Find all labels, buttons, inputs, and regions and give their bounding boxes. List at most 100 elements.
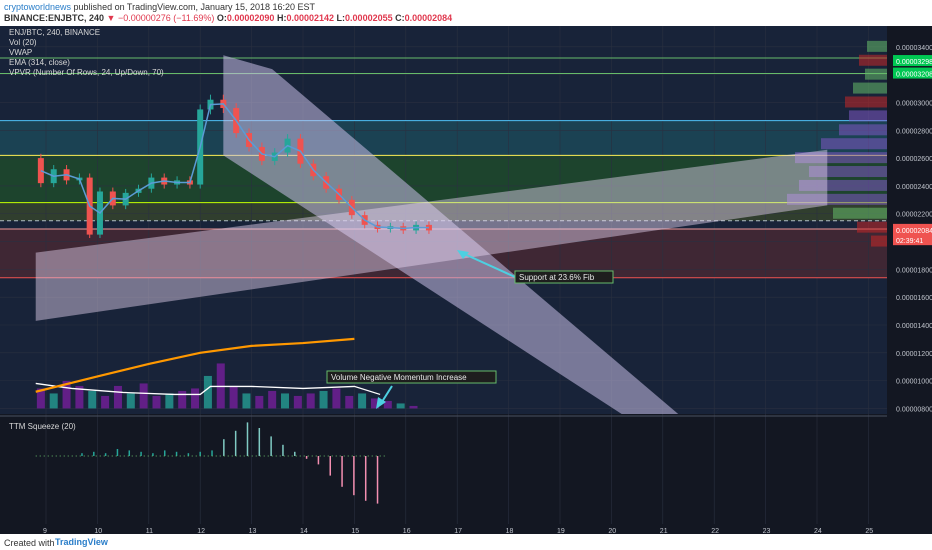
volume-bar [139,383,148,409]
volume-bar [203,375,212,409]
legend-vwap: VWAP [9,48,33,57]
vpvr-bar [857,221,887,233]
x-axis-label: 13 [249,528,257,535]
volume-ma-line [35,382,381,396]
price-tag-label: 0.00002084 [896,228,932,235]
support-arrowhead [457,250,469,259]
vpvr-bar [809,166,887,178]
fib-zone-olive [0,202,887,221]
price-tag [893,55,932,67]
vpvr-bar [845,96,887,108]
vpvr-bar [871,235,887,247]
x-axis-label: 16 [403,528,411,535]
volume-label: Volume Negative Momentum Increase [331,373,467,382]
x-axis-label: 18 [506,528,514,535]
price-axis-label: 0.00003000 [896,100,932,107]
price-axis-label: 0.00001000 [896,379,932,386]
price-tag-label: 02:39:41 [896,238,923,245]
legend-ema: EMA (314, close) [9,58,70,67]
price-axis-label: 0.00001200 [896,351,932,358]
volume-bar [383,400,392,409]
open-label: O: [216,13,227,23]
vwap-line [40,103,429,230]
x-axis-label: 20 [608,528,616,535]
price-tag-label: 0.00003208 [896,72,932,79]
volume-bar [358,393,367,409]
x-axis-label: 22 [711,528,719,535]
volume-bar [268,390,277,409]
price-chart[interactable]: 0.00000.0000−0.0000−0.0000−0.00000.00003… [0,26,932,536]
footer: Created with TradingView [0,536,932,550]
vpvr-bar [799,179,887,191]
low-label: L: [336,13,346,23]
high-value: 0.00002142 [286,13,335,23]
tradingview-logo[interactable]: TradingView [55,537,108,547]
high-label: H: [276,13,287,23]
legend-volume: Vol (20) [9,38,37,47]
volume-bar [319,390,328,409]
volume-bar [345,395,354,409]
support-label: Support at 23.6% Fib [519,273,595,282]
price-axis-bg [887,26,932,534]
vpvr-bar [849,110,887,122]
vpvr-bar [859,54,887,66]
open-value: 0.00002090 [226,13,275,23]
price-axis-label: 0.00003400 [896,45,932,52]
x-axis-label: 25 [865,528,873,535]
published-text: published on TradingView.com, January 15… [73,2,316,12]
vpvr-bar [795,152,887,164]
fib-zone-teal [0,120,887,156]
volume-bar [229,385,238,409]
publisher-link[interactable]: cryptoworldnews [4,2,72,12]
price-axis-label: 0.00001800 [896,267,932,274]
price-tag [893,234,932,246]
x-axis-label: 12 [197,528,205,535]
volume-bar [126,393,135,409]
x-axis-label: 21 [660,528,668,535]
price-axis-label: 0.00001600 [896,295,932,302]
volume-bar [332,388,341,409]
created-with-text: Created with [4,538,55,548]
close-label: C: [395,13,405,23]
volume-bar [75,385,84,409]
ascending-channel [35,149,828,321]
descending-channel [223,55,679,415]
vpvr-bar [787,193,887,205]
volume-bar [396,403,405,409]
fib-zone-green [0,155,887,203]
x-axis-label: 9 [43,528,47,535]
volume-bar [62,380,71,409]
support-label-box [514,270,614,284]
x-axis-label: 24 [814,528,822,535]
x-axis-label: 19 [557,528,565,535]
volume-bar [152,395,161,409]
vpvr-bar [865,68,887,80]
vpvr-bar [821,138,887,150]
volume-bar [101,395,110,409]
price-axis-label: 0.00002800 [896,128,932,135]
volume-arrowhead [376,397,386,409]
x-axis-label: 17 [454,528,462,535]
volume-bar [49,393,58,409]
publish-header: cryptoworldnews published on TradingView… [0,0,932,26]
volume-bar [293,395,302,409]
volume-label-box [326,370,497,384]
volume-bar [409,405,418,409]
ttm-squeeze-label: TTM Squeeze (20) [9,422,76,431]
low-value: 0.00002055 [345,13,393,23]
volume-bar [88,390,97,409]
price-axis-label: 0.00002600 [896,156,932,163]
legend-symbol: ENJ/BTC, 240, BINANCE [9,28,101,37]
symbol-label: BINANCE:ENJBTC, 240 [4,13,105,23]
volume-bar [370,398,379,409]
volume-bar [306,393,315,409]
x-axis-label: 11 [146,528,153,535]
support-arrow [459,251,516,278]
price-tag-label: 0.00003298 [896,59,932,66]
indicator-legend: ENJ/BTC, 240, BINANCE Vol (20) VWAP EMA … [9,28,164,78]
close-value: 0.00002084 [404,13,453,23]
volume-bar [255,395,264,409]
price-axis-label: 0.00002200 [896,212,932,219]
vpvr-bar [867,40,887,52]
ema-line [35,337,355,393]
